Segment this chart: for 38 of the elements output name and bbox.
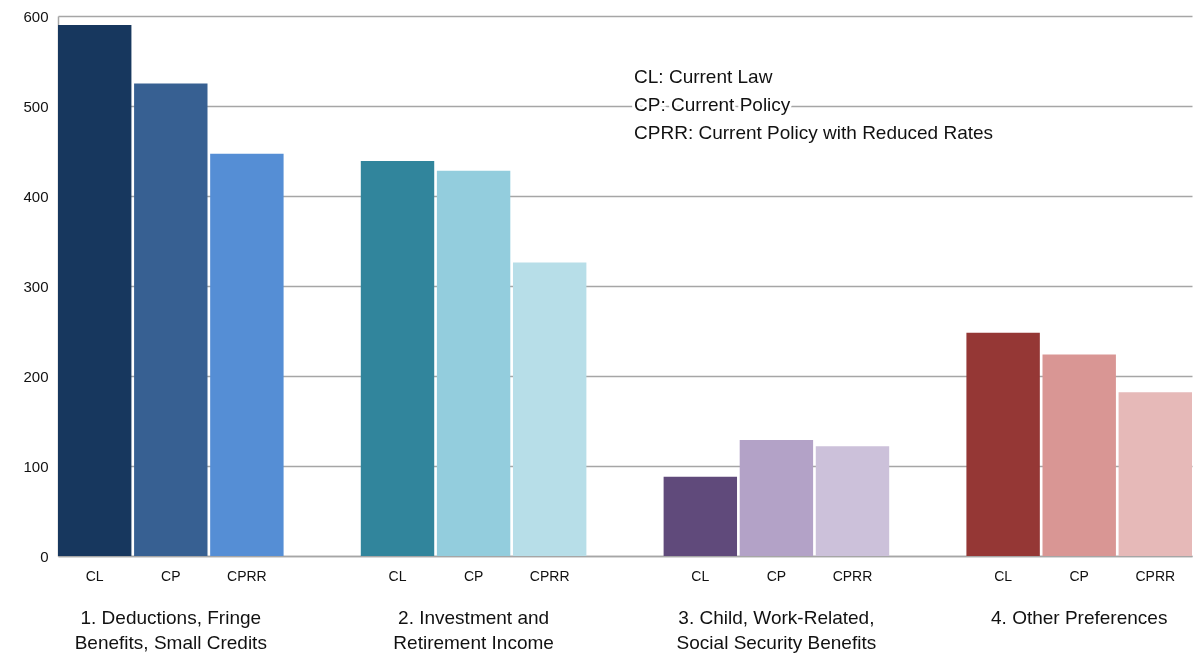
bar [512, 262, 587, 556]
bar [134, 83, 208, 556]
series-label: CPRR [227, 568, 267, 584]
y-tick-label: 600 [23, 7, 49, 25]
series-label: CP [161, 568, 181, 584]
bar [210, 153, 284, 556]
text: CPRR [1135, 568, 1176, 584]
bar [966, 332, 1040, 556]
x-tick-label: 4. Other Preferences [991, 606, 1168, 628]
bar [815, 446, 890, 556]
text: CP [1069, 568, 1089, 584]
text: CL [388, 568, 407, 584]
annotation: CPRR: Current Policy with Reduced Rates [634, 121, 994, 143]
x-tick-label: 2. Investment and Retirement Income [393, 606, 554, 653]
bar [739, 439, 814, 556]
bar [436, 170, 511, 556]
x-tick-label: 3. Child, Work-Related, Social Security Benefits [676, 606, 877, 653]
y-tick-label: 0 [40, 547, 49, 565]
y-tick-label: 400 [23, 187, 49, 205]
bar [360, 160, 435, 556]
text: CP [463, 568, 484, 584]
annotation: CP: Current Policy [634, 93, 791, 115]
text: CL [691, 568, 710, 584]
text: CPRR [529, 568, 570, 584]
y-tick-label: 500 [23, 97, 49, 115]
bar [1118, 392, 1192, 556]
y-tick-label: 100 [23, 457, 49, 475]
series-label: CL [85, 568, 104, 584]
text: CPRR [832, 568, 873, 584]
text: CP [766, 568, 787, 584]
text: CL [994, 568, 1013, 584]
annotation: CL: Current Law [634, 65, 773, 87]
x-tick-label: 1. Deductions, Fringe Benefits, Small Credits [74, 606, 267, 653]
bar [1042, 354, 1116, 556]
y-tick-label: 300 [23, 277, 49, 295]
y-tick-label: 200 [23, 367, 49, 385]
bar [58, 25, 132, 556]
bar [663, 476, 738, 556]
